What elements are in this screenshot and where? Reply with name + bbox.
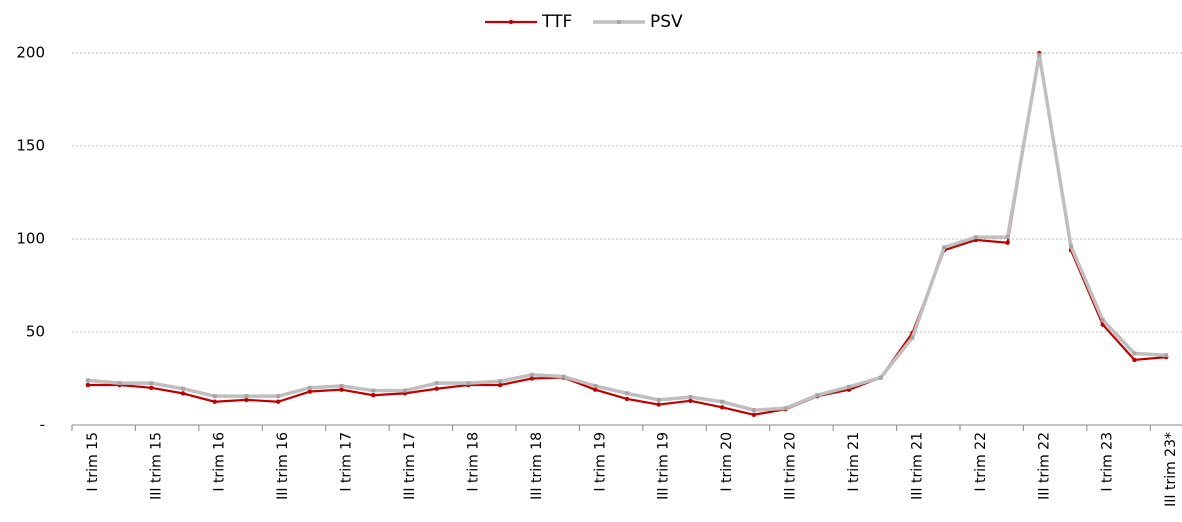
point [371,393,376,398]
series-line [87,53,1167,412]
point [149,385,154,390]
x-tick-label: III trim 19 [656,432,672,500]
x-tick-label: I trim 23 [1100,432,1116,492]
x-tick-label: III trim 20 [783,432,799,500]
point [307,385,312,390]
point [1069,244,1073,249]
point [1132,351,1137,356]
point [942,245,947,250]
x-tick-label: III trim 16 [275,432,291,500]
point [1005,235,1010,240]
point [276,394,281,399]
point [720,399,725,404]
point [593,383,598,388]
x-tick-label: I trim 21 [846,432,862,492]
y-tick-label: 150 [16,137,45,155]
point [688,395,693,400]
point [307,389,313,394]
point [244,397,249,403]
x-tick-label: I trim 15 [85,432,101,492]
point [181,386,185,391]
point [498,379,503,384]
point [212,394,217,399]
y-tick-label: 200 [16,44,45,62]
point [434,386,439,391]
legend-marker [508,19,514,25]
point [85,378,90,383]
point [180,391,186,396]
point [244,394,249,399]
legend-marker [617,20,621,24]
point [339,383,344,388]
point [878,375,883,380]
point [910,335,915,340]
y-tick-label: 50 [26,323,45,341]
point [688,398,693,404]
point [529,376,535,381]
point [212,399,217,404]
x-tick-label: I trim 20 [719,432,735,492]
point [783,406,788,411]
x-tick-label: III trim 23* [1163,432,1179,507]
x-tick-label: I trim 17 [339,432,355,492]
point [434,381,439,386]
point [85,382,91,388]
x-tick-label: III trim 21 [909,432,925,500]
y-tick-label: - [40,416,45,434]
point [497,382,503,388]
x-tick-label: I trim 18 [465,432,481,492]
point [371,388,376,393]
point [624,396,630,402]
legend-item: TTF [485,12,572,32]
point [1005,240,1010,245]
point [149,381,154,386]
point [1164,353,1169,358]
series-line [87,51,1167,416]
point [403,388,407,393]
y-tick-label: 100 [16,230,45,248]
x-tick-label: III trim 18 [529,432,545,500]
point [339,387,344,392]
x-tick-label: III trim 15 [148,432,164,500]
x-tick-label: I trim 22 [973,432,989,492]
x-tick-label: III trim 22 [1036,432,1052,500]
x-tick-label: I trim 19 [592,432,608,492]
x-tick-label: I trim 16 [212,432,228,492]
point [973,235,978,240]
legend-item: PSV [593,12,683,32]
point [625,391,629,396]
point [751,412,757,417]
point [561,374,566,379]
point [1132,357,1137,363]
legend-label: TTF [541,12,572,32]
point [1100,317,1105,322]
x-tick-label: III trim 17 [402,432,418,500]
point [847,384,851,389]
point [656,402,661,407]
point [719,405,725,410]
point [117,381,122,386]
point [275,399,281,404]
legend-label: PSV [650,12,683,32]
point [529,372,534,377]
point [593,387,598,392]
point [751,408,756,413]
point [656,397,661,402]
point [815,393,820,398]
point [466,381,471,386]
point [1037,52,1042,57]
